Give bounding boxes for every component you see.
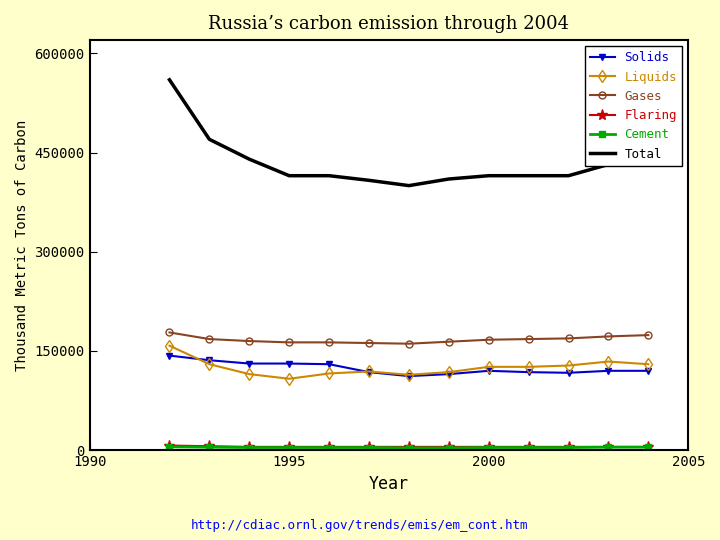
- Title: Russia’s carbon emission through 2004: Russia’s carbon emission through 2004: [209, 15, 570, 33]
- Text: http://cdiac.ornl.gov/trends/emis/em_cont.htm: http://cdiac.ornl.gov/trends/emis/em_con…: [192, 519, 528, 532]
- Legend: Solids, Liquids, Gases, Flaring, Cement, Total: Solids, Liquids, Gases, Flaring, Cement,…: [585, 46, 682, 166]
- Y-axis label: Thousand Metric Tons of Carbon: Thousand Metric Tons of Carbon: [15, 119, 29, 371]
- X-axis label: Year: Year: [369, 475, 409, 492]
